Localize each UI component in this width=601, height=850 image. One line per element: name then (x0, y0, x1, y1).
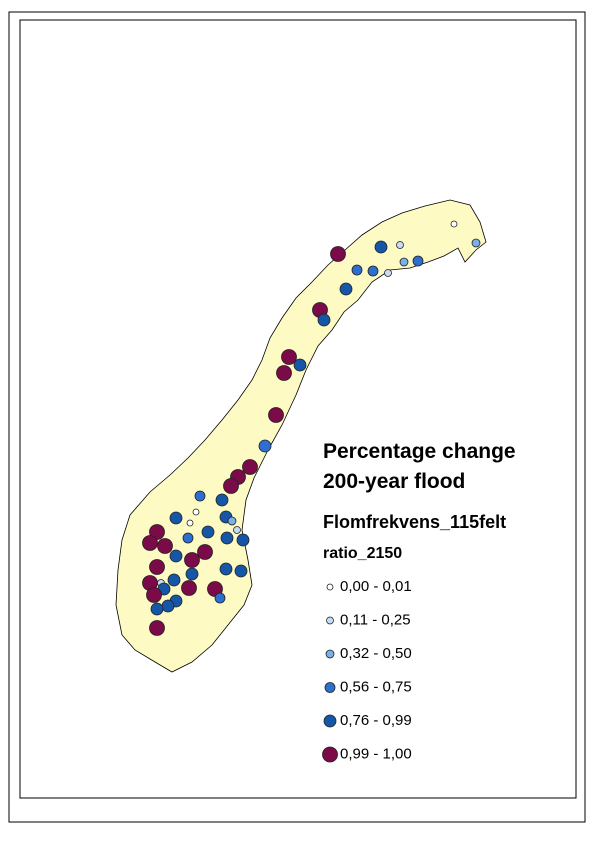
station (167, 573, 181, 587)
station (186, 519, 194, 527)
inner-frame (19, 19, 577, 799)
station (197, 544, 213, 560)
station (367, 265, 379, 277)
legend-swatch (323, 714, 337, 728)
legend-swatch (326, 616, 334, 625)
station (150, 602, 164, 616)
station (169, 511, 183, 525)
station (471, 238, 481, 248)
legend-label: 0,11 - 0,25 (340, 611, 411, 628)
stations (142, 220, 481, 636)
station (192, 508, 200, 516)
station (317, 313, 331, 327)
legend-label: 0,76 - 0,99 (340, 712, 412, 729)
station (276, 365, 292, 381)
title-line: Percentage change (323, 440, 516, 463)
station (374, 240, 388, 254)
station (146, 587, 162, 603)
station (399, 257, 409, 267)
layer-name: Flomfrekvens_115felt (323, 512, 506, 532)
station (233, 526, 241, 534)
station (214, 592, 226, 604)
station (227, 516, 237, 526)
legend-label: 0,99 - 1,00 (340, 745, 412, 762)
legend-swatch (326, 583, 334, 591)
station (219, 562, 233, 576)
title-line: 200-year flood (323, 470, 465, 493)
station (396, 241, 404, 249)
legend-swatch (325, 649, 335, 659)
station (194, 490, 206, 502)
station (258, 439, 272, 453)
station (142, 535, 158, 551)
station (182, 532, 194, 544)
legend-swatch (324, 682, 336, 693)
station (149, 620, 165, 636)
station (169, 549, 183, 563)
station (161, 599, 175, 613)
legend-label: 0,00 - 0,01 (340, 578, 412, 595)
station (201, 525, 215, 539)
station (149, 559, 165, 575)
station (236, 533, 250, 547)
station (185, 567, 199, 581)
station (220, 531, 234, 545)
field-name: ratio_2150 (323, 545, 402, 562)
station (293, 358, 307, 372)
station (242, 459, 258, 475)
station (234, 564, 248, 578)
station (339, 282, 353, 296)
station (412, 255, 424, 267)
station (157, 538, 173, 554)
legend: 0,00 - 0,01 0,11 - 0,25 0,32 - 0,50 0,56 - … (322, 578, 412, 763)
legend-label: 0,56 - 0,75 (340, 678, 412, 695)
station (450, 220, 458, 228)
station (330, 246, 346, 262)
station (384, 269, 392, 277)
station (215, 493, 229, 507)
station (268, 407, 284, 423)
legend-swatch (322, 746, 338, 763)
station (181, 580, 197, 596)
station (184, 552, 200, 568)
legend-label: 0,32 - 0,50 (340, 645, 412, 662)
outer-frame (8, 11, 586, 823)
station (351, 264, 363, 276)
station (281, 349, 297, 365)
station (223, 478, 239, 494)
